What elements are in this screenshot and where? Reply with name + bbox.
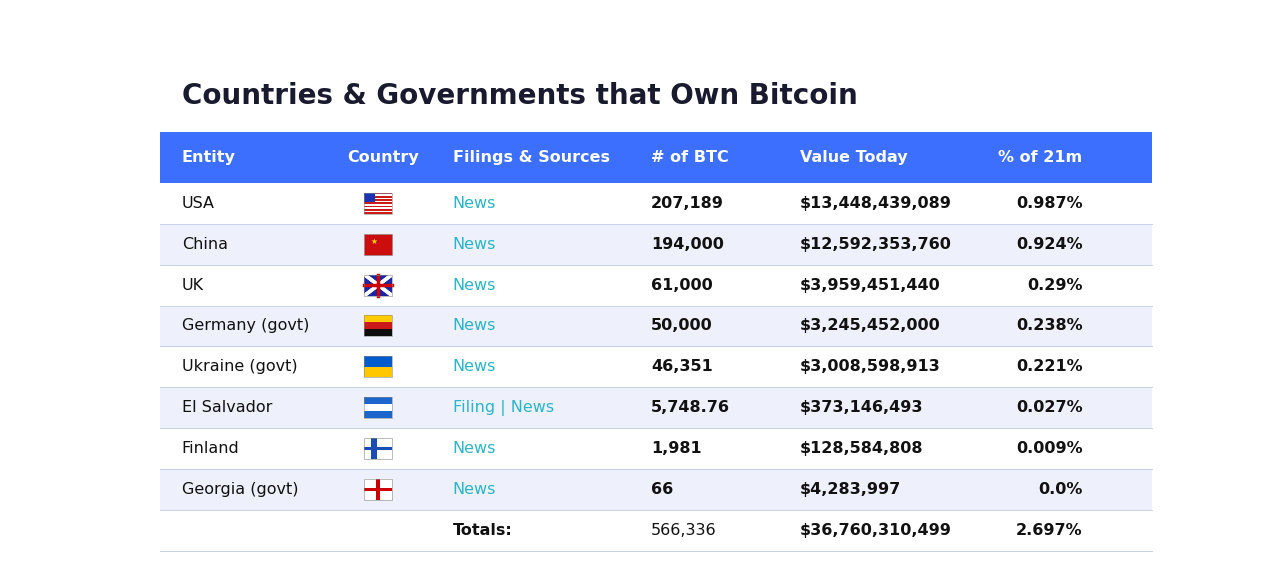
Text: 2.697%: 2.697%: [1016, 523, 1083, 538]
Text: Filings & Sources: Filings & Sources: [453, 150, 609, 165]
FancyBboxPatch shape: [365, 438, 392, 459]
Text: El Salvador: El Salvador: [182, 400, 273, 415]
FancyBboxPatch shape: [365, 329, 392, 336]
Text: 194,000: 194,000: [652, 236, 724, 252]
Text: $3,008,598,913: $3,008,598,913: [800, 359, 941, 375]
Text: 0.987%: 0.987%: [1016, 196, 1083, 211]
FancyBboxPatch shape: [365, 212, 392, 214]
Text: China: China: [182, 236, 228, 252]
FancyBboxPatch shape: [365, 211, 392, 212]
Text: UK: UK: [182, 278, 204, 292]
FancyBboxPatch shape: [365, 367, 392, 377]
Text: Totals:: Totals:: [453, 523, 512, 538]
FancyBboxPatch shape: [365, 411, 392, 419]
FancyBboxPatch shape: [160, 183, 1152, 224]
FancyBboxPatch shape: [365, 209, 392, 211]
Text: 46,351: 46,351: [652, 359, 713, 375]
Text: 0.924%: 0.924%: [1016, 236, 1083, 252]
FancyBboxPatch shape: [365, 193, 392, 194]
FancyBboxPatch shape: [160, 510, 1152, 551]
FancyBboxPatch shape: [365, 196, 392, 198]
Text: News: News: [453, 319, 497, 333]
FancyBboxPatch shape: [365, 356, 392, 367]
FancyBboxPatch shape: [365, 203, 392, 204]
FancyBboxPatch shape: [160, 264, 1152, 305]
Text: $36,760,310,499: $36,760,310,499: [800, 523, 952, 538]
FancyBboxPatch shape: [365, 397, 392, 404]
Text: $373,146,493: $373,146,493: [800, 400, 923, 415]
Text: 0.027%: 0.027%: [1016, 400, 1083, 415]
Text: $4,283,997: $4,283,997: [800, 482, 901, 497]
Text: Entity: Entity: [182, 150, 236, 165]
Text: Germany (govt): Germany (govt): [182, 319, 310, 333]
Text: Countries & Governments that Own Bitcoin: Countries & Governments that Own Bitcoin: [182, 82, 858, 110]
Text: $3,245,452,000: $3,245,452,000: [800, 319, 941, 333]
FancyBboxPatch shape: [365, 234, 392, 255]
Text: Finland: Finland: [182, 441, 239, 456]
FancyBboxPatch shape: [365, 193, 375, 203]
FancyBboxPatch shape: [365, 315, 392, 323]
FancyBboxPatch shape: [365, 448, 392, 450]
FancyBboxPatch shape: [365, 404, 392, 411]
Text: # of BTC: # of BTC: [652, 150, 728, 165]
Text: ★: ★: [371, 236, 378, 246]
Text: 0.0%: 0.0%: [1038, 482, 1083, 497]
Text: News: News: [453, 278, 497, 292]
FancyBboxPatch shape: [365, 204, 392, 206]
Text: 66: 66: [652, 482, 673, 497]
FancyBboxPatch shape: [160, 347, 1152, 387]
Text: Ukraine (govt): Ukraine (govt): [182, 359, 297, 375]
Text: % of 21m: % of 21m: [998, 150, 1083, 165]
FancyBboxPatch shape: [160, 469, 1152, 510]
Text: $128,584,808: $128,584,808: [800, 441, 923, 456]
Text: 5,748.76: 5,748.76: [652, 400, 730, 415]
Text: 0.009%: 0.009%: [1016, 441, 1083, 456]
FancyBboxPatch shape: [371, 438, 376, 459]
FancyBboxPatch shape: [365, 194, 392, 196]
Text: 61,000: 61,000: [652, 278, 713, 292]
Text: Country: Country: [347, 150, 419, 165]
Text: USA: USA: [182, 196, 215, 211]
FancyBboxPatch shape: [365, 488, 392, 491]
FancyBboxPatch shape: [365, 207, 392, 209]
Text: 0.238%: 0.238%: [1016, 319, 1083, 333]
FancyBboxPatch shape: [160, 224, 1152, 264]
Text: News: News: [453, 196, 497, 211]
Text: News: News: [453, 482, 497, 497]
FancyBboxPatch shape: [365, 199, 392, 201]
Text: 566,336: 566,336: [652, 523, 717, 538]
Text: 50,000: 50,000: [652, 319, 713, 333]
Text: News: News: [453, 359, 497, 375]
Text: Georgia (govt): Georgia (govt): [182, 482, 298, 497]
FancyBboxPatch shape: [160, 428, 1152, 469]
FancyBboxPatch shape: [160, 132, 1152, 183]
FancyBboxPatch shape: [160, 305, 1152, 347]
FancyBboxPatch shape: [365, 198, 392, 199]
FancyBboxPatch shape: [365, 275, 392, 296]
FancyBboxPatch shape: [365, 323, 392, 329]
Text: $12,592,353,760: $12,592,353,760: [800, 236, 952, 252]
Text: 207,189: 207,189: [652, 196, 724, 211]
Text: $3,959,451,440: $3,959,451,440: [800, 278, 941, 292]
FancyBboxPatch shape: [365, 479, 392, 500]
Text: 0.221%: 0.221%: [1016, 359, 1083, 375]
FancyBboxPatch shape: [365, 206, 392, 207]
Text: Filing | News: Filing | News: [453, 400, 554, 416]
FancyBboxPatch shape: [365, 201, 392, 203]
Text: 0.29%: 0.29%: [1027, 278, 1083, 292]
Text: $13,448,439,089: $13,448,439,089: [800, 196, 952, 211]
Text: 1,981: 1,981: [652, 441, 701, 456]
Text: News: News: [453, 236, 497, 252]
FancyBboxPatch shape: [160, 387, 1152, 428]
FancyBboxPatch shape: [376, 479, 380, 500]
Text: Value Today: Value Today: [800, 150, 908, 165]
Text: News: News: [453, 441, 497, 456]
